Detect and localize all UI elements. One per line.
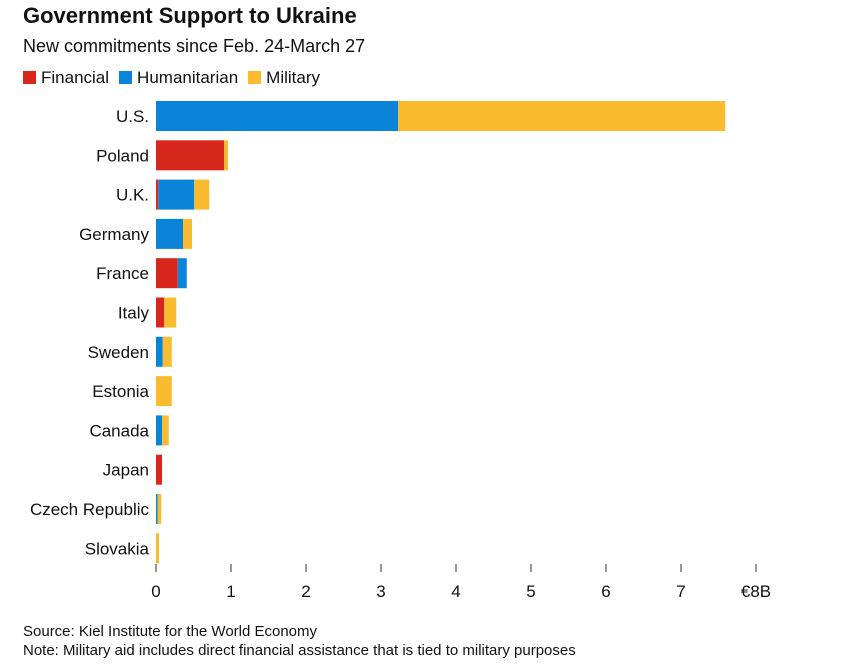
category-label: Sweden [88, 343, 149, 362]
bar-military [162, 336, 172, 367]
category-label: U.K. [116, 186, 149, 205]
category-label: Slovakia [85, 539, 150, 558]
bar-military [224, 140, 228, 171]
x-tick-label: 1 [226, 582, 235, 601]
bar-military [164, 297, 177, 328]
category-label: Germany [79, 225, 149, 244]
bar-humanitarian [156, 415, 162, 446]
bar-military [398, 101, 726, 131]
category-label: France [96, 264, 149, 283]
legend: Financial Humanitarian Military [23, 68, 320, 88]
x-tick-label: 4 [451, 582, 460, 601]
bar-humanitarian [158, 179, 195, 210]
legend-humanitarian: Humanitarian [119, 68, 238, 88]
bar-humanitarian [156, 101, 399, 131]
x-tick-label: 2 [301, 582, 310, 601]
bar-financial [156, 140, 225, 171]
x-tick-label: 3 [376, 582, 385, 601]
category-label: Estonia [92, 382, 149, 401]
source-note: Source: Kiel Institute for the World Eco… [23, 623, 318, 640]
category-label: U.S. [116, 107, 149, 126]
x-tick-label: €8B [741, 582, 771, 601]
bar-financial [156, 179, 159, 210]
category-label: Czech Republic [30, 500, 150, 519]
footnote: Note: Military aid includes direct finan… [23, 642, 576, 659]
x-tick-label: 7 [676, 582, 685, 601]
category-label: Japan [103, 461, 149, 480]
bar-humanitarian [156, 494, 158, 524]
bar-humanitarian [156, 218, 183, 249]
bar-military [183, 218, 192, 249]
x-tick-label: 5 [526, 582, 535, 601]
bar-military [156, 533, 159, 564]
legend-financial: Financial [23, 68, 109, 88]
category-label: Canada [89, 421, 149, 440]
bar-military [162, 415, 169, 446]
bar-financial [156, 258, 178, 289]
bar-humanitarian [177, 258, 187, 289]
x-tick-label: 6 [601, 582, 610, 601]
chart-title: Government Support to Ukraine [23, 3, 357, 28]
bar-financial [156, 297, 165, 328]
chart-subtitle: New commitments since Feb. 24-March 27 [23, 36, 366, 56]
legend-military: Military [248, 68, 320, 88]
x-tick-label: 0 [151, 582, 160, 601]
bar-financial [156, 454, 162, 485]
bar-military [157, 494, 162, 524]
bar-military [156, 376, 172, 407]
bar-military [194, 179, 210, 210]
category-label: Poland [96, 146, 149, 165]
category-label: Italy [118, 304, 150, 323]
bar-humanitarian [156, 336, 163, 367]
